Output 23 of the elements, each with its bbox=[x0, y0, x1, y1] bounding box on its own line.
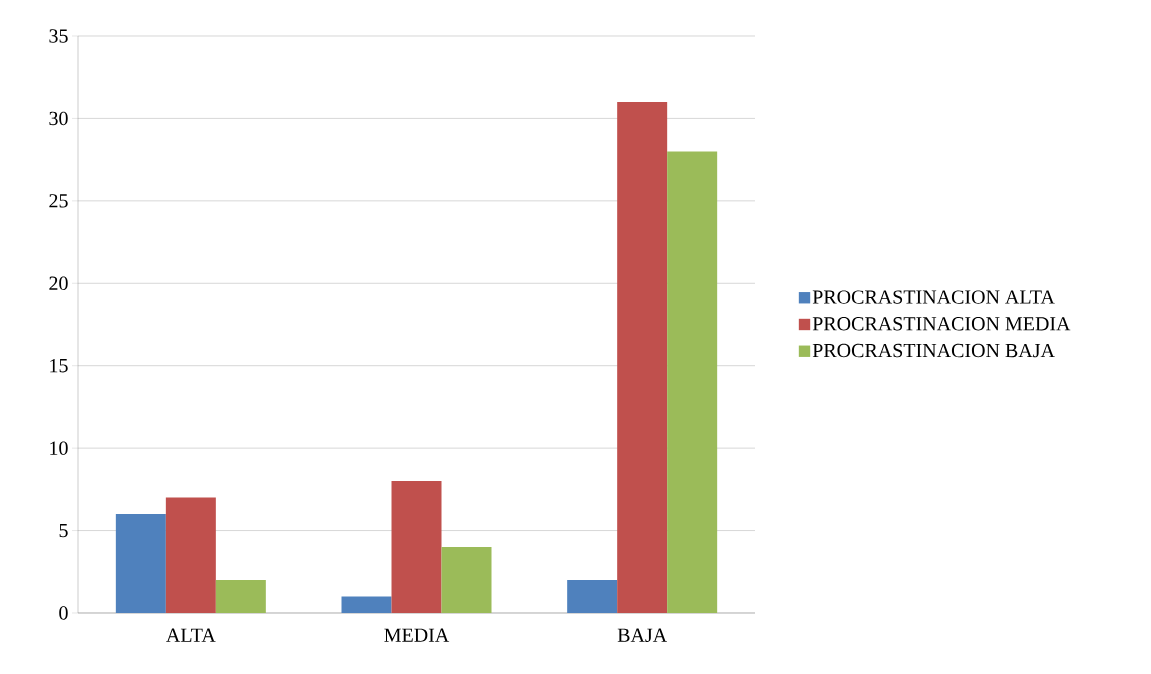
y-tick-label: 10 bbox=[50, 441, 68, 455]
bar bbox=[617, 101, 668, 613]
x-tick-label: BAJA bbox=[617, 628, 668, 642]
legend-label: PROCRASTINACION BAJA bbox=[812, 343, 1055, 358]
bar bbox=[391, 481, 442, 613]
y-tick-label: 20 bbox=[49, 276, 68, 291]
x-tick-label: ALTA bbox=[166, 628, 216, 642]
legend-label: PROCRASTINACION ALTA bbox=[812, 290, 1055, 304]
bar bbox=[341, 596, 392, 613]
bar bbox=[567, 580, 618, 613]
bar bbox=[441, 547, 492, 613]
y-tick-label: 35 bbox=[49, 29, 68, 43]
bar bbox=[165, 497, 216, 613]
y-tick-label: 5 bbox=[59, 523, 68, 538]
y-tick-label: 25 bbox=[49, 194, 68, 208]
x-tick-label: MEDIA bbox=[384, 628, 450, 642]
y-tick-label: 30 bbox=[49, 111, 68, 126]
y-tick-label: 0 bbox=[59, 606, 68, 620]
bar bbox=[115, 514, 166, 613]
bar bbox=[667, 151, 718, 613]
legend-label: PROCRASTINACION MEDIA bbox=[812, 317, 1071, 331]
bar bbox=[215, 580, 266, 613]
y-tick-label: 15 bbox=[50, 359, 68, 373]
